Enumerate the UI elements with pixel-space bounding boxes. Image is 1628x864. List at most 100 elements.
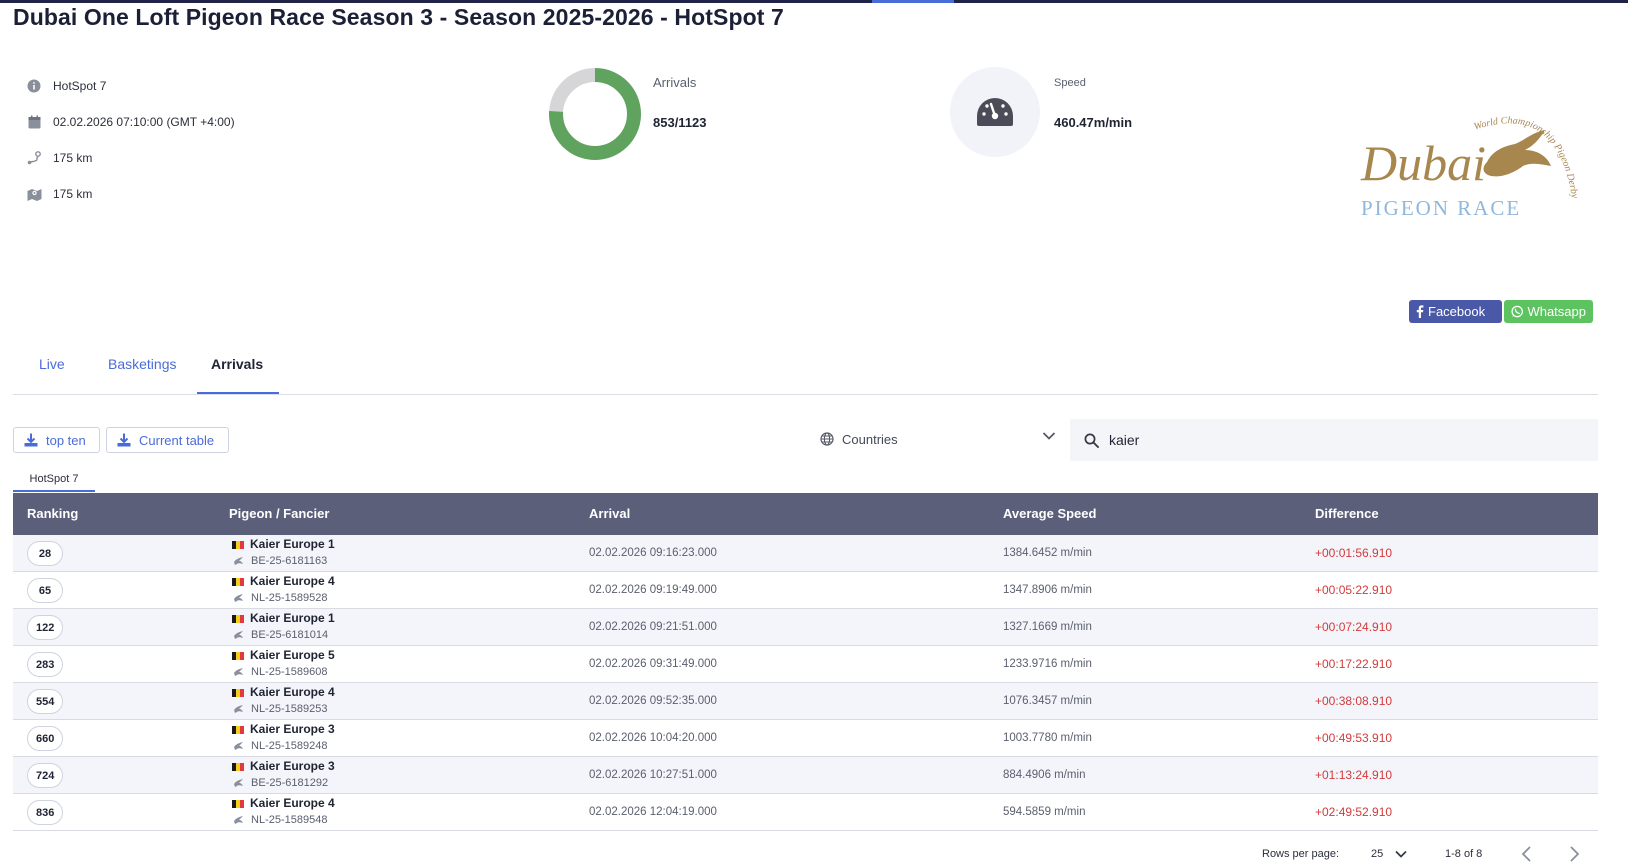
ring-number: BE-25-6181292 bbox=[251, 777, 329, 789]
pigeon-name[interactable]: Kaier Europe 5 bbox=[250, 648, 335, 662]
rank-badge: 65 bbox=[27, 578, 63, 603]
average-speed: 1076.3457 m/min bbox=[1003, 695, 1092, 707]
time-difference: +00:38:08.910 bbox=[1315, 694, 1393, 708]
table-row[interactable]: 660 Kaier Europe 3 NL-25-1589248 02.02.2026… bbox=[13, 720, 1598, 757]
download-icon bbox=[117, 433, 131, 447]
ring-number: NL-25-1589528 bbox=[251, 592, 328, 604]
table-body: 28 Kaier Europe 1 BE-25-6181163 02.02.2026 … bbox=[13, 535, 1598, 831]
average-speed: 1347.8906 m/min bbox=[1003, 584, 1092, 596]
whatsapp-icon bbox=[1511, 305, 1524, 318]
time-difference: +02:49:52.910 bbox=[1315, 805, 1393, 819]
header-average-speed[interactable]: Average Speed bbox=[1003, 506, 1097, 521]
average-speed: 594.5859 m/min bbox=[1003, 806, 1086, 818]
download-top-ten-label: top ten bbox=[46, 432, 86, 448]
time-difference: +00:05:22.910 bbox=[1315, 583, 1393, 597]
info-hotspot: HotSpot 7 bbox=[26, 68, 235, 104]
rows-per-page-select[interactable]: 25 bbox=[1371, 848, 1407, 860]
hotspot-sub-tab[interactable]: HotSpot 7 bbox=[13, 470, 95, 492]
rank-badge: 660 bbox=[27, 726, 64, 751]
race-tabs: Live Basketings Arrivals bbox=[13, 340, 1598, 395]
pigeon-name[interactable]: Kaier Europe 4 bbox=[250, 796, 335, 810]
average-speed: 1327.1669 m/min bbox=[1003, 621, 1092, 633]
table-row[interactable]: 836 Kaier Europe 4 NL-25-1589548 02.02.2026… bbox=[13, 794, 1598, 831]
arrival-time: 02.02.2026 09:31:49.000 bbox=[589, 658, 717, 670]
chevron-down-icon bbox=[1395, 850, 1407, 858]
average-speed: 1384.6452 m/min bbox=[1003, 547, 1092, 559]
page-title: Dubai One Loft Pigeon Race Season 3 - Se… bbox=[13, 4, 784, 30]
speedometer-icon bbox=[977, 98, 1013, 126]
rank-badge: 28 bbox=[27, 541, 63, 566]
average-speed: 884.4906 m/min bbox=[1003, 769, 1086, 781]
pigeon-name[interactable]: Kaier Europe 4 bbox=[250, 685, 335, 699]
pigeon-icon bbox=[234, 668, 243, 676]
info-distance: 175 km bbox=[26, 140, 235, 176]
belgium-flag-icon bbox=[232, 800, 244, 808]
belgium-flag-icon bbox=[232, 578, 244, 586]
arrival-time: 02.02.2026 09:19:49.000 bbox=[589, 584, 717, 596]
pigeon-name[interactable]: Kaier Europe 1 bbox=[250, 537, 335, 551]
route-icon bbox=[26, 150, 42, 166]
whatsapp-share-button[interactable]: Whatsapp bbox=[1504, 300, 1593, 323]
average-speed: 1233.9716 m/min bbox=[1003, 658, 1092, 670]
pigeon-name[interactable]: Kaier Europe 4 bbox=[250, 574, 335, 588]
table-row[interactable]: 283 Kaier Europe 5 NL-25-1589608 02.02.2026… bbox=[13, 646, 1598, 683]
facebook-share-button[interactable]: Facebook bbox=[1409, 300, 1502, 323]
rows-per-page-label: Rows per page: bbox=[1262, 848, 1340, 860]
download-current-table-button[interactable]: Current table bbox=[106, 427, 229, 453]
pigeon-icon bbox=[234, 631, 243, 639]
chevron-down-icon bbox=[1042, 432, 1056, 440]
table-row[interactable]: 724 Kaier Europe 3 BE-25-6181292 02.02.2026… bbox=[13, 757, 1598, 794]
arrival-time: 02.02.2026 12:04:19.000 bbox=[589, 806, 717, 818]
rank-badge: 836 bbox=[27, 800, 64, 825]
download-top-ten-button[interactable]: top ten bbox=[13, 427, 100, 453]
tab-live[interactable]: Live bbox=[39, 356, 65, 372]
table-header: Ranking Pigeon / Fancier Arrival Average… bbox=[13, 493, 1598, 535]
info-map-distance-text: 175 km bbox=[53, 187, 93, 201]
tab-arrivals[interactable]: Arrivals bbox=[211, 356, 264, 372]
rows-per-page-value: 25 bbox=[1371, 848, 1384, 860]
facebook-share-label: Facebook bbox=[1428, 304, 1486, 319]
download-icon bbox=[24, 433, 38, 447]
arrivals-label: Arrivals bbox=[653, 75, 697, 90]
info-distance-text: 175 km bbox=[53, 151, 93, 165]
table-row[interactable]: 554 Kaier Europe 4 NL-25-1589253 02.02.2026… bbox=[13, 683, 1598, 720]
info-hotspot-text: HotSpot 7 bbox=[53, 79, 107, 93]
belgium-flag-icon bbox=[232, 615, 244, 623]
arrival-time: 02.02.2026 09:16:23.000 bbox=[589, 547, 717, 559]
time-difference: +00:17:22.910 bbox=[1315, 657, 1393, 671]
header-arrival[interactable]: Arrival bbox=[589, 506, 631, 521]
pigeon-name[interactable]: Kaier Europe 3 bbox=[250, 722, 335, 736]
chevron-left-icon[interactable] bbox=[1521, 846, 1533, 862]
info-icon bbox=[26, 78, 42, 94]
pigeon-name[interactable]: Kaier Europe 3 bbox=[250, 759, 335, 773]
pigeon-icon bbox=[234, 779, 243, 787]
logo-dubai-text: Dubai bbox=[1360, 135, 1486, 191]
arrivals-table: Ranking Pigeon / Fancier Arrival Average… bbox=[13, 493, 1598, 831]
info-date: 02.02.2026 07:10:00 (GMT +4:00) bbox=[26, 104, 235, 140]
header-difference[interactable]: Difference bbox=[1315, 506, 1379, 521]
countries-select[interactable]: Countries bbox=[820, 428, 1060, 450]
ring-number: NL-25-1589248 bbox=[251, 740, 328, 752]
rank-badge: 283 bbox=[27, 652, 64, 677]
table-row[interactable]: 28 Kaier Europe 1 BE-25-6181163 02.02.2026 … bbox=[13, 535, 1598, 572]
search-input[interactable] bbox=[1109, 432, 1549, 448]
tab-basketings[interactable]: Basketings bbox=[108, 356, 177, 372]
facebook-icon bbox=[1416, 305, 1424, 318]
table-row[interactable]: 122 Kaier Europe 1 BE-25-6181014 02.02.2026… bbox=[13, 609, 1598, 646]
pigeon-name[interactable]: Kaier Europe 1 bbox=[250, 611, 335, 625]
belgium-flag-icon bbox=[232, 689, 244, 697]
globe-icon bbox=[820, 432, 834, 446]
header-pigeon-fancier[interactable]: Pigeon / Fancier bbox=[229, 506, 330, 521]
chevron-right-icon[interactable] bbox=[1568, 846, 1580, 862]
search-field[interactable] bbox=[1070, 419, 1598, 461]
top-accent-bar bbox=[0, 0, 1628, 3]
table-row[interactable]: 65 Kaier Europe 4 NL-25-1589528 02.02.2026 … bbox=[13, 572, 1598, 609]
header-ranking[interactable]: Ranking bbox=[27, 506, 79, 521]
info-map-distance: 175 km bbox=[26, 176, 235, 212]
arrivals-value: 853/1123 bbox=[653, 115, 707, 130]
speed-label: Speed bbox=[1054, 77, 1086, 89]
ring-number: BE-25-6181014 bbox=[251, 629, 329, 641]
top-accent-highlight bbox=[872, 0, 954, 3]
belgium-flag-icon bbox=[232, 726, 244, 734]
average-speed: 1003.7780 m/min bbox=[1003, 732, 1092, 744]
